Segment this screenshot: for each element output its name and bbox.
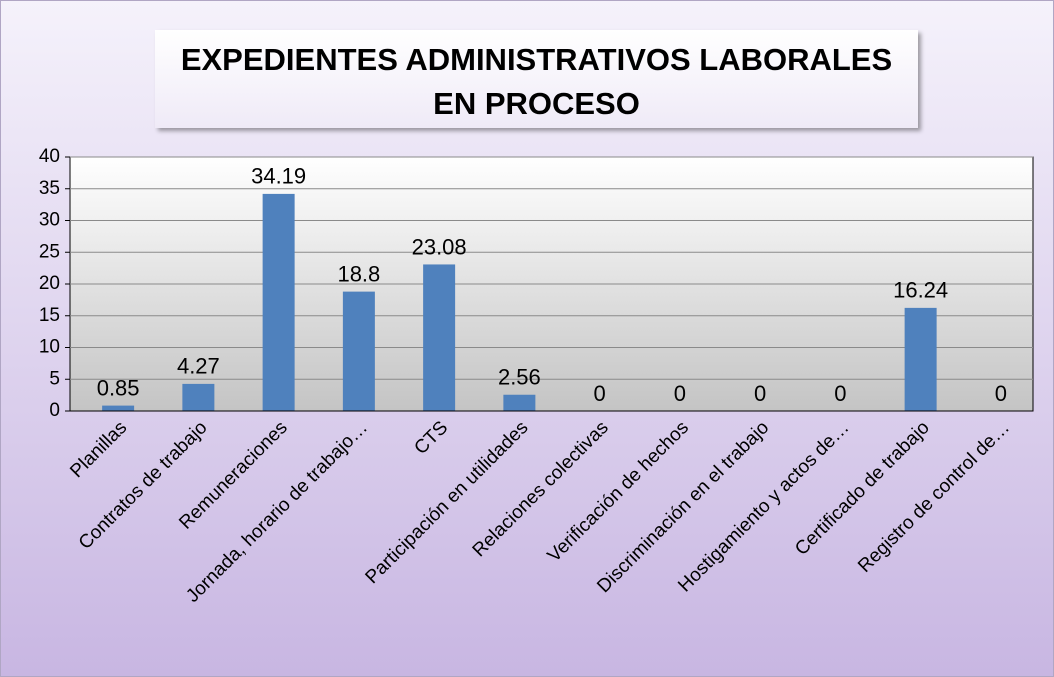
- value-label: 0: [594, 381, 606, 406]
- value-label: 2.56: [498, 365, 541, 390]
- y-tick-label: 20: [39, 273, 60, 294]
- value-label: 0: [754, 381, 766, 406]
- bar: [904, 307, 937, 411]
- value-label: 23.08: [412, 234, 467, 259]
- bar: [342, 291, 375, 411]
- y-tick-label: 35: [39, 178, 60, 199]
- y-tick-label: 10: [39, 337, 60, 358]
- y-tick-label: 5: [49, 368, 60, 389]
- y-tick-label: 40: [39, 146, 60, 167]
- value-label: 0: [834, 381, 846, 406]
- y-tick-label: 30: [39, 210, 60, 231]
- value-label: 0.85: [97, 375, 140, 400]
- value-label: 4.27: [177, 354, 220, 379]
- value-label: 34.19: [251, 164, 306, 189]
- bar: [182, 383, 215, 411]
- value-label: 0: [674, 381, 686, 406]
- y-tick-label: 15: [39, 305, 60, 326]
- y-tick-label: 25: [39, 241, 60, 262]
- bar: [262, 193, 295, 411]
- bar: [102, 405, 135, 411]
- value-label: 16.24: [893, 278, 948, 303]
- chart-title: EXPEDIENTES ADMINISTRATIVOS LABORALES EN…: [155, 30, 918, 128]
- bar: [503, 394, 536, 411]
- value-label: 18.8: [337, 261, 380, 286]
- value-label: 0: [995, 381, 1007, 406]
- bar: [423, 264, 456, 411]
- y-tick-label: 0: [49, 400, 60, 421]
